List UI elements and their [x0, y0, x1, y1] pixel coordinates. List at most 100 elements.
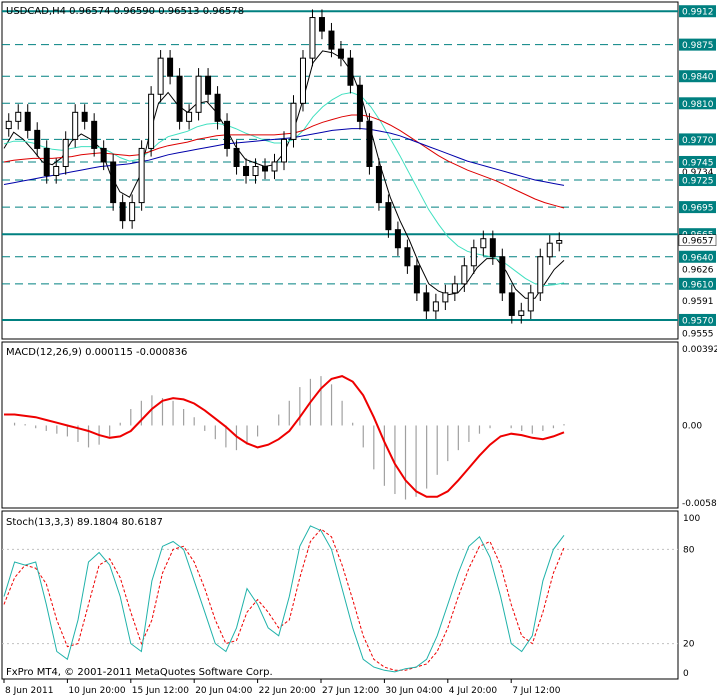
candle-body — [224, 120, 231, 149]
macd-axis: 0.003925 0.00 -0.0058 — [682, 345, 717, 509]
stochastic-panel[interactable]: 100 80 20 0 Stoch(13,3,3) 89.1804 80.6187 F… — [1, 510, 700, 680]
time-axis: 8 Jun 2011 10 Jun 20:00 15 Jun 12:00 20 Jun… — [3, 679, 561, 696]
candle-body — [556, 240, 563, 244]
macd-panel[interactable]: 0.003925 0.00 -0.0058 MACD(12,26,9) 0.0001… — [1, 341, 717, 509]
macd-histogram — [13, 376, 565, 500]
candle-body — [309, 17, 316, 59]
price-candles — [5, 9, 563, 324]
stochastic-axis-label: 0 — [683, 669, 689, 679]
price-tag — [679, 70, 716, 83]
candle-body — [138, 147, 145, 204]
price-tag-label: 0.9695 — [682, 204, 714, 214]
candle-body — [385, 202, 392, 231]
candle-body — [375, 165, 382, 204]
price-tag — [679, 155, 716, 168]
price-tag — [679, 313, 716, 326]
candle-body — [299, 57, 306, 104]
price-tag-label: 0.9912 — [682, 8, 714, 18]
candle-body — [281, 138, 287, 163]
time-axis-label: 15 Jun 12:00 — [132, 686, 189, 696]
candle-body — [186, 111, 193, 122]
price-tag — [679, 38, 716, 51]
stochastic-axis: 100 80 20 0 — [683, 514, 700, 679]
stochastic-axis-label: 20 — [683, 640, 695, 650]
candle-body — [432, 301, 439, 312]
candle-body — [290, 102, 297, 140]
candle-body — [176, 75, 183, 122]
price-tag-label: 0.9840 — [682, 73, 714, 83]
candle-body — [43, 147, 50, 177]
price-tag-label: 0.9745 — [682, 158, 714, 168]
macd-axis-label: -0.0058 — [682, 499, 717, 509]
candle-body — [100, 147, 107, 163]
time-axis-label: 20 Jun 04:00 — [195, 686, 252, 696]
candle-body — [527, 292, 534, 312]
candle-body — [442, 292, 449, 303]
price-panel[interactable]: 0.9734 0.9657 0.9626 0.9591 0.9555 0.9912 0.9… — [1, 1, 717, 340]
time-axis-label: 10 Jun 20:00 — [68, 686, 125, 696]
candle-body — [489, 238, 496, 258]
candle-body — [233, 147, 240, 167]
price-axis-label: 0.9626 — [682, 265, 714, 275]
price-tag-label: 0.9640 — [682, 253, 714, 263]
candle-body — [508, 292, 515, 316]
candle-body — [413, 265, 420, 294]
candle-body — [252, 165, 259, 177]
candle-body — [157, 57, 164, 95]
price-axis-label: 0.9734 — [682, 168, 714, 178]
candle-body — [81, 111, 88, 122]
candle-body — [423, 292, 430, 312]
price-tag — [679, 201, 716, 214]
time-axis-label: 4 Jul 20:00 — [449, 686, 498, 696]
candle-body — [480, 238, 487, 249]
candle-body — [499, 256, 506, 294]
price-tag — [679, 174, 716, 187]
candle-body — [129, 202, 136, 222]
stochastic-panel-frame — [1, 510, 679, 680]
candle-body — [24, 111, 31, 131]
candle-body — [537, 256, 544, 294]
price-tag-label: 0.9570 — [682, 316, 714, 326]
price-panel-title: USDCAD,H4 0.96574 0.96590 0.96513 0.9657… — [6, 6, 244, 17]
price-tag-label: 0.9610 — [682, 280, 714, 290]
time-axis-label: 7 Jul 12:00 — [512, 686, 561, 696]
candle-body — [119, 202, 126, 222]
candle-body — [328, 30, 335, 50]
candle-body — [5, 120, 12, 130]
macd-signal-line — [4, 375, 565, 498]
stochastic-axis-label: 100 — [683, 514, 700, 524]
current-price-tag — [678, 234, 717, 246]
stochastic-axis-label: 80 — [683, 545, 695, 555]
price-tag-label: 0.9875 — [682, 41, 714, 51]
macd-panel-frame — [1, 341, 679, 509]
price-tag-label: 0.9770 — [682, 136, 714, 146]
macd-axis-label: 0.00 — [682, 421, 702, 431]
current-price-label: 0.9657 — [682, 237, 714, 247]
price-tag — [679, 5, 716, 18]
candle-body — [518, 310, 525, 316]
stochastic-lines — [3, 525, 565, 673]
macd-panel-title: MACD(12,26,9) 0.000115 -0.000836 — [6, 347, 187, 358]
candle-body — [62, 138, 69, 167]
candle-body — [451, 283, 458, 294]
horizontal-levels — [2, 10, 678, 321]
candle-body — [262, 165, 269, 172]
candle-body — [347, 57, 354, 86]
candle-body — [404, 247, 411, 267]
candle-body — [337, 48, 344, 59]
candle-body — [195, 75, 202, 113]
price-axis-label: 0.9555 — [682, 329, 714, 339]
candle-body — [271, 161, 278, 172]
time-axis-label: 27 Jun 12:00 — [322, 686, 379, 696]
candle-body — [318, 17, 325, 32]
stochastic-signal-line — [3, 528, 565, 671]
price-tag — [679, 250, 716, 263]
candle-body — [148, 93, 155, 149]
candle-body — [53, 165, 60, 177]
price-tag — [679, 277, 716, 290]
price-tag — [679, 97, 716, 110]
candle-body — [470, 247, 477, 267]
candle-body — [461, 265, 468, 285]
candle-body — [243, 165, 250, 177]
